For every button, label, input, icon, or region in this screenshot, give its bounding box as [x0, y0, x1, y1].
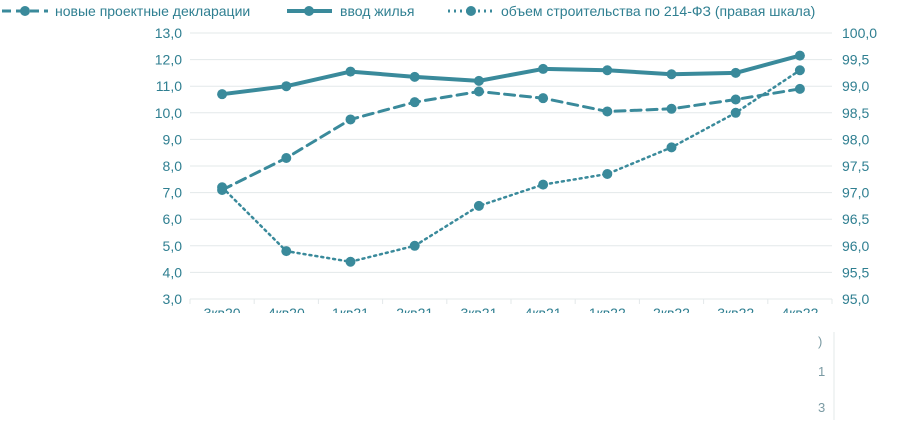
left-tick-label: 9,0 — [163, 131, 183, 147]
legend-label-construction-volume: объем строительства по 214-ФЗ (правая шк… — [501, 3, 815, 19]
data-point — [473, 75, 484, 86]
series-line — [220, 68, 802, 264]
left-tick-label: 6,0 — [163, 211, 183, 227]
data-point — [409, 71, 420, 82]
right-tick-label: 98,0 — [842, 131, 869, 147]
right-tick-label: 95,5 — [842, 264, 869, 280]
data-point — [730, 94, 741, 105]
data-point — [473, 86, 484, 97]
data-point — [281, 246, 292, 257]
data-point — [730, 67, 741, 78]
legend-item-new-declarations: новые проектные декларации — [2, 3, 250, 19]
left-tick-label: 11,0 — [156, 78, 182, 94]
left-tick-label: 10,0 — [155, 105, 182, 121]
series-1 — [217, 50, 805, 100]
legend-label-housing-input: ввод жилья — [340, 3, 414, 19]
data-point — [345, 114, 356, 125]
right-axis: 95,0 95,5 96,0 96,5 97,0 97,5 98,0 98,5 99,0 99,5… — [842, 25, 877, 307]
right-tick-label: 96,5 — [842, 211, 869, 227]
data-point — [217, 182, 228, 193]
data-point — [666, 142, 677, 153]
series-2 — [217, 65, 805, 267]
data-point — [538, 179, 549, 190]
data-point — [538, 63, 549, 74]
data-point — [409, 240, 420, 251]
data-point — [794, 50, 805, 61]
right-tick-label: 97,0 — [842, 185, 869, 201]
series-layer — [217, 50, 805, 267]
data-point — [538, 93, 549, 104]
cropped-fragments: ) 1 3 — [818, 332, 835, 420]
right-tick-label: 100,0 — [842, 25, 877, 41]
series-0 — [217, 83, 805, 195]
right-tick-label: 98,5 — [842, 105, 869, 121]
data-point — [345, 256, 356, 267]
right-tick-label: 97,5 — [842, 158, 869, 174]
data-point — [217, 89, 228, 100]
fragment-2: 1 — [818, 364, 825, 379]
data-point — [602, 168, 613, 179]
left-tick-label: 4,0 — [163, 264, 183, 280]
legend: новые проектные декларации ввод жилья об… — [2, 3, 815, 19]
left-tick-label: 5,0 — [163, 238, 183, 254]
left-tick-label: 12,0 — [155, 52, 182, 68]
legend-item-housing-input: ввод жилья — [287, 3, 414, 19]
legend-label-new-declarations: новые проектные декларации — [55, 3, 250, 19]
right-tick-label: 96,0 — [842, 238, 869, 254]
data-point — [602, 65, 613, 76]
data-point — [794, 83, 805, 94]
data-point — [730, 107, 741, 118]
axis-clip-mask — [0, 313, 899, 333]
series-line — [220, 87, 802, 192]
left-axis: 3,0 4,0 5,0 6,0 7,0 8,0 9,0 10,0 11,0 12,0 13,0 — [155, 25, 182, 307]
data-point — [281, 153, 292, 164]
legend-item-construction-volume: объем строительства по 214-ФЗ (правая шк… — [448, 3, 815, 19]
data-point — [794, 65, 805, 76]
right-tick-label: 95,0 — [842, 291, 869, 307]
data-point — [473, 200, 484, 211]
series-line — [220, 53, 802, 97]
data-point — [409, 97, 420, 108]
left-tick-label: 8,0 — [163, 158, 183, 174]
left-tick-label: 13,0 — [155, 25, 182, 41]
fragment-1: ) — [818, 334, 822, 349]
left-tick-label: 7,0 — [163, 185, 183, 201]
data-point — [666, 69, 677, 80]
gridlines — [189, 32, 833, 304]
x-axis: 3кв204кв201кв212кв213кв214кв211кв222кв22… — [0, 305, 899, 333]
data-point — [281, 81, 292, 92]
right-tick-label: 99,5 — [842, 52, 869, 68]
data-point — [666, 103, 677, 114]
data-point — [345, 66, 356, 77]
right-tick-label: 99,0 — [842, 78, 869, 94]
data-point — [602, 106, 613, 117]
fragment-3: 3 — [818, 400, 825, 415]
left-tick-label: 3,0 — [163, 291, 183, 307]
